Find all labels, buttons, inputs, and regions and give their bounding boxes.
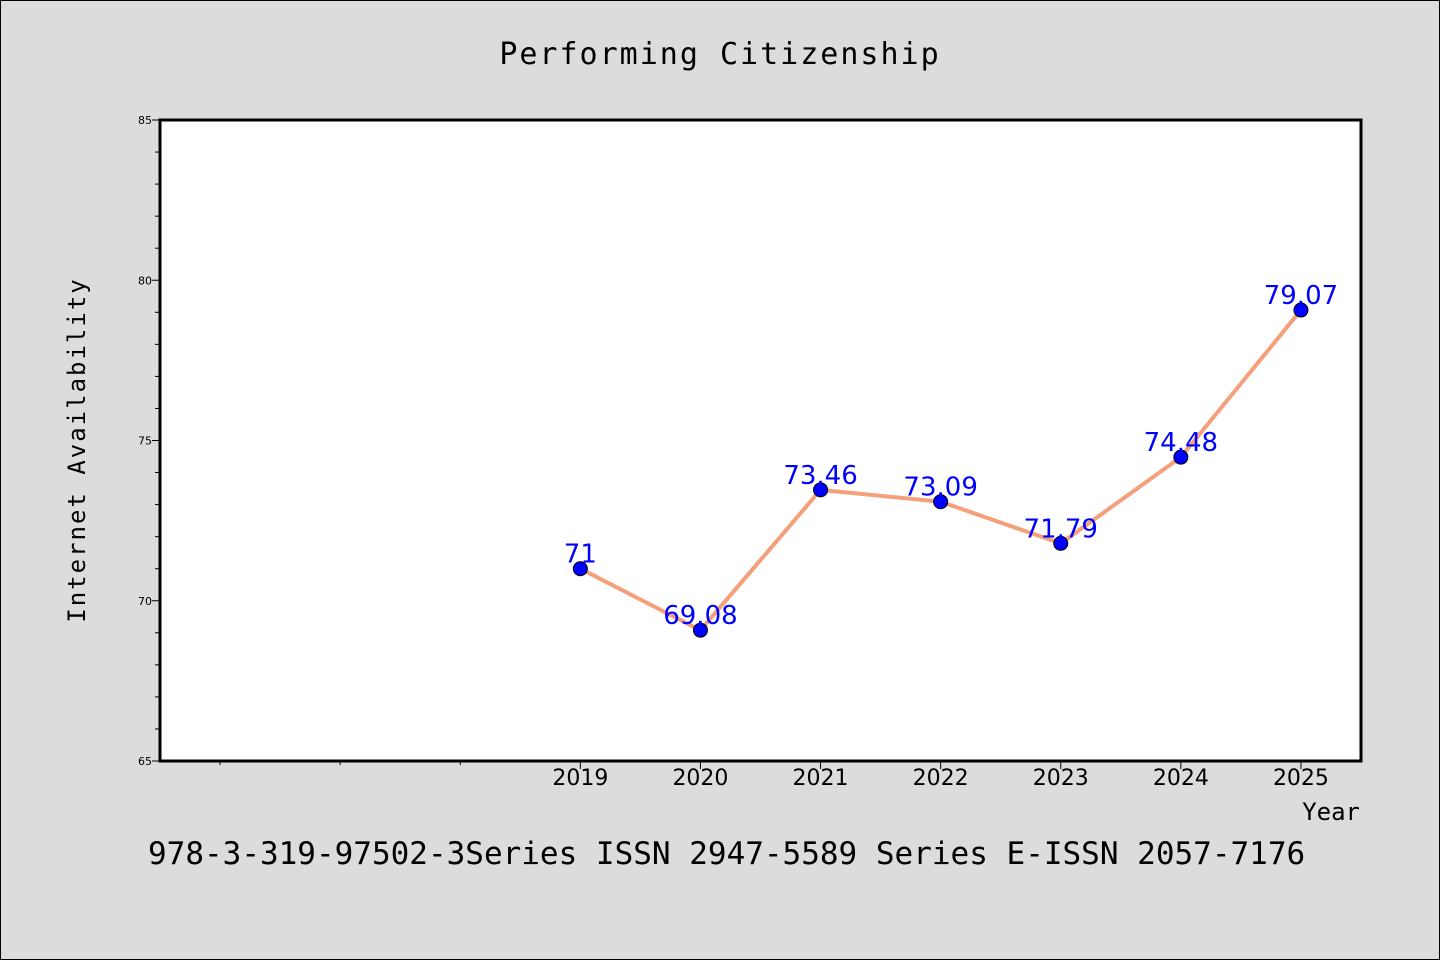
data-label: 74.48: [1144, 428, 1218, 458]
data-label: 71.79: [1024, 514, 1098, 544]
chart-title: Performing Citizenship: [499, 37, 940, 72]
x-axis: 2019 2020 2021 2022 2023 2024 2025: [219, 761, 1329, 791]
y-tick-label: 70: [138, 595, 152, 608]
y-axis: 65 70 75 80 85: [138, 114, 160, 768]
data-point: [572, 561, 588, 577]
data-point: [933, 494, 949, 510]
y-tick-label: 80: [138, 274, 152, 287]
footer-isbn-issn: 978-3-319-97502-3Series ISSN 2947-5589 S…: [148, 836, 1305, 872]
plot-area: [158, 118, 1363, 763]
x-tick-label: 2022: [913, 766, 969, 791]
data-label: 71: [564, 540, 597, 570]
data-point: [813, 482, 829, 498]
x-axis-label: Year: [1302, 798, 1360, 826]
x-tick-label: 2019: [552, 766, 608, 791]
y-tick-label: 75: [138, 435, 152, 448]
data-label: 79.07: [1264, 281, 1338, 311]
x-tick-label: 2020: [672, 766, 728, 791]
y-axis-label: Internet Availability: [63, 277, 91, 622]
data-point: [1293, 302, 1309, 318]
data-label: 69.08: [663, 601, 737, 631]
x-tick-label: 2021: [793, 766, 849, 791]
y-tick-label: 85: [138, 114, 152, 127]
data-label: 73.09: [903, 473, 977, 503]
x-tick-label: 2024: [1153, 766, 1209, 791]
series: 71 69.08 73.46 73.09 71.79 74.48 79.07: [564, 281, 1338, 638]
data-point: [1053, 535, 1069, 551]
data-point: [692, 622, 708, 638]
y-tick-label: 65: [138, 755, 152, 768]
x-tick-label: 2023: [1033, 766, 1089, 791]
data-label: 73.46: [783, 461, 857, 491]
x-tick-label: 2025: [1273, 766, 1329, 791]
data-point: [1173, 449, 1189, 465]
